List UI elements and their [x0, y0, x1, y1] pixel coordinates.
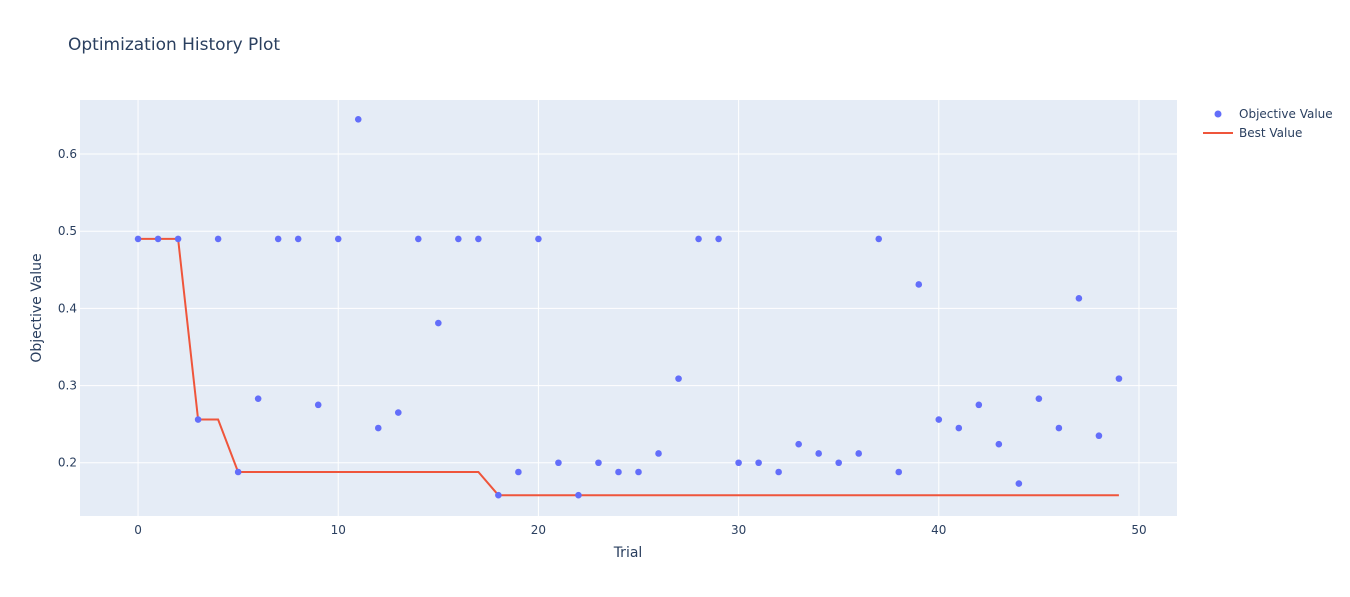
objective-value-point[interactable]: [1115, 375, 1123, 382]
x-tick-label: 50: [1131, 523, 1146, 537]
best-value-series: [138, 237, 1119, 497]
objective-value-point[interactable]: [775, 468, 782, 476]
y-tick-label: 0.4: [58, 301, 77, 315]
objective-value-point[interactable]: [475, 235, 482, 243]
objective-value-series: [134, 115, 1123, 499]
objective-value-point[interactable]: [515, 468, 522, 476]
best-value-line: [138, 237, 1119, 497]
y-tick-label: 0.2: [58, 456, 77, 470]
objective-value-point[interactable]: [595, 459, 602, 467]
y-axis-ticks: 0.2 0.3 0.4 0.5 0.6: [58, 147, 77, 470]
objective-value-point[interactable]: [334, 235, 342, 243]
objective-value-point[interactable]: [1035, 395, 1043, 402]
objective-value-point[interactable]: [1095, 432, 1103, 440]
objective-value-point[interactable]: [955, 424, 963, 432]
objective-value-point[interactable]: [555, 459, 562, 467]
x-axis-ticks: 0 10 20 30 40 50: [134, 523, 1146, 537]
x-tick-label: 10: [331, 523, 346, 537]
x-tick-label: 30: [731, 523, 746, 537]
objective-value-point[interactable]: [535, 235, 542, 243]
objective-value-point[interactable]: [254, 395, 262, 402]
objective-value-point[interactable]: [1055, 424, 1063, 432]
objective-value-point[interactable]: [495, 491, 502, 499]
x-tick-label: 0: [134, 523, 142, 537]
objective-value-point[interactable]: [154, 235, 162, 243]
objective-value-point[interactable]: [655, 450, 662, 457]
y-axis-title: Objective Value: [29, 253, 45, 362]
x-tick-label: 20: [531, 523, 546, 537]
objective-value-point[interactable]: [995, 440, 1003, 448]
objective-value-point[interactable]: [975, 401, 983, 409]
objective-value-point[interactable]: [735, 459, 742, 467]
objective-value-point[interactable]: [855, 450, 863, 457]
objective-value-point[interactable]: [354, 115, 362, 123]
objective-value-point[interactable]: [875, 235, 883, 243]
objective-value-point[interactable]: [194, 416, 202, 423]
objective-value-point[interactable]: [895, 468, 903, 476]
objective-value-point[interactable]: [615, 468, 622, 476]
objective-value-point[interactable]: [935, 416, 943, 423]
objective-value-point[interactable]: [274, 235, 282, 243]
x-axis-title: Trial: [613, 545, 643, 561]
y-tick-label: 0.3: [58, 379, 77, 393]
grid-lines: [80, 100, 1177, 516]
objective-value-point[interactable]: [435, 319, 442, 327]
objective-value-point[interactable]: [314, 401, 322, 409]
objective-value-point[interactable]: [455, 235, 462, 243]
objective-value-point[interactable]: [635, 468, 642, 476]
objective-value-point[interactable]: [214, 235, 222, 243]
objective-value-point[interactable]: [394, 409, 402, 416]
objective-value-point[interactable]: [134, 235, 142, 243]
objective-value-point[interactable]: [575, 491, 582, 499]
objective-value-point[interactable]: [755, 459, 762, 467]
legend-label-best-value: Best Value: [1239, 126, 1302, 140]
objective-value-point[interactable]: [815, 450, 822, 457]
objective-value-point[interactable]: [374, 424, 382, 432]
legend-item-objective-value[interactable]: Objective Value: [1214, 107, 1333, 121]
objective-value-point[interactable]: [174, 235, 182, 243]
y-tick-label: 0.6: [58, 147, 77, 161]
legend[interactable]: Objective Value Best Value: [1203, 107, 1333, 140]
objective-value-point[interactable]: [695, 235, 702, 243]
legend-marker-objective-value: [1214, 110, 1222, 118]
objective-value-point[interactable]: [675, 375, 682, 382]
legend-item-best-value[interactable]: Best Value: [1203, 126, 1302, 140]
chart-title: Optimization History Plot: [68, 35, 280, 55]
objective-value-point[interactable]: [234, 468, 242, 476]
objective-value-point[interactable]: [715, 235, 722, 243]
objective-value-point[interactable]: [835, 459, 842, 467]
objective-value-point[interactable]: [915, 281, 923, 288]
objective-value-point[interactable]: [1075, 295, 1083, 302]
objective-value-point[interactable]: [415, 235, 422, 243]
objective-value-point[interactable]: [795, 440, 802, 448]
legend-label-objective-value: Objective Value: [1239, 107, 1333, 121]
y-tick-label: 0.5: [58, 224, 77, 238]
objective-value-point[interactable]: [1015, 480, 1023, 487]
x-tick-label: 40: [931, 523, 946, 537]
objective-value-point[interactable]: [294, 235, 302, 243]
